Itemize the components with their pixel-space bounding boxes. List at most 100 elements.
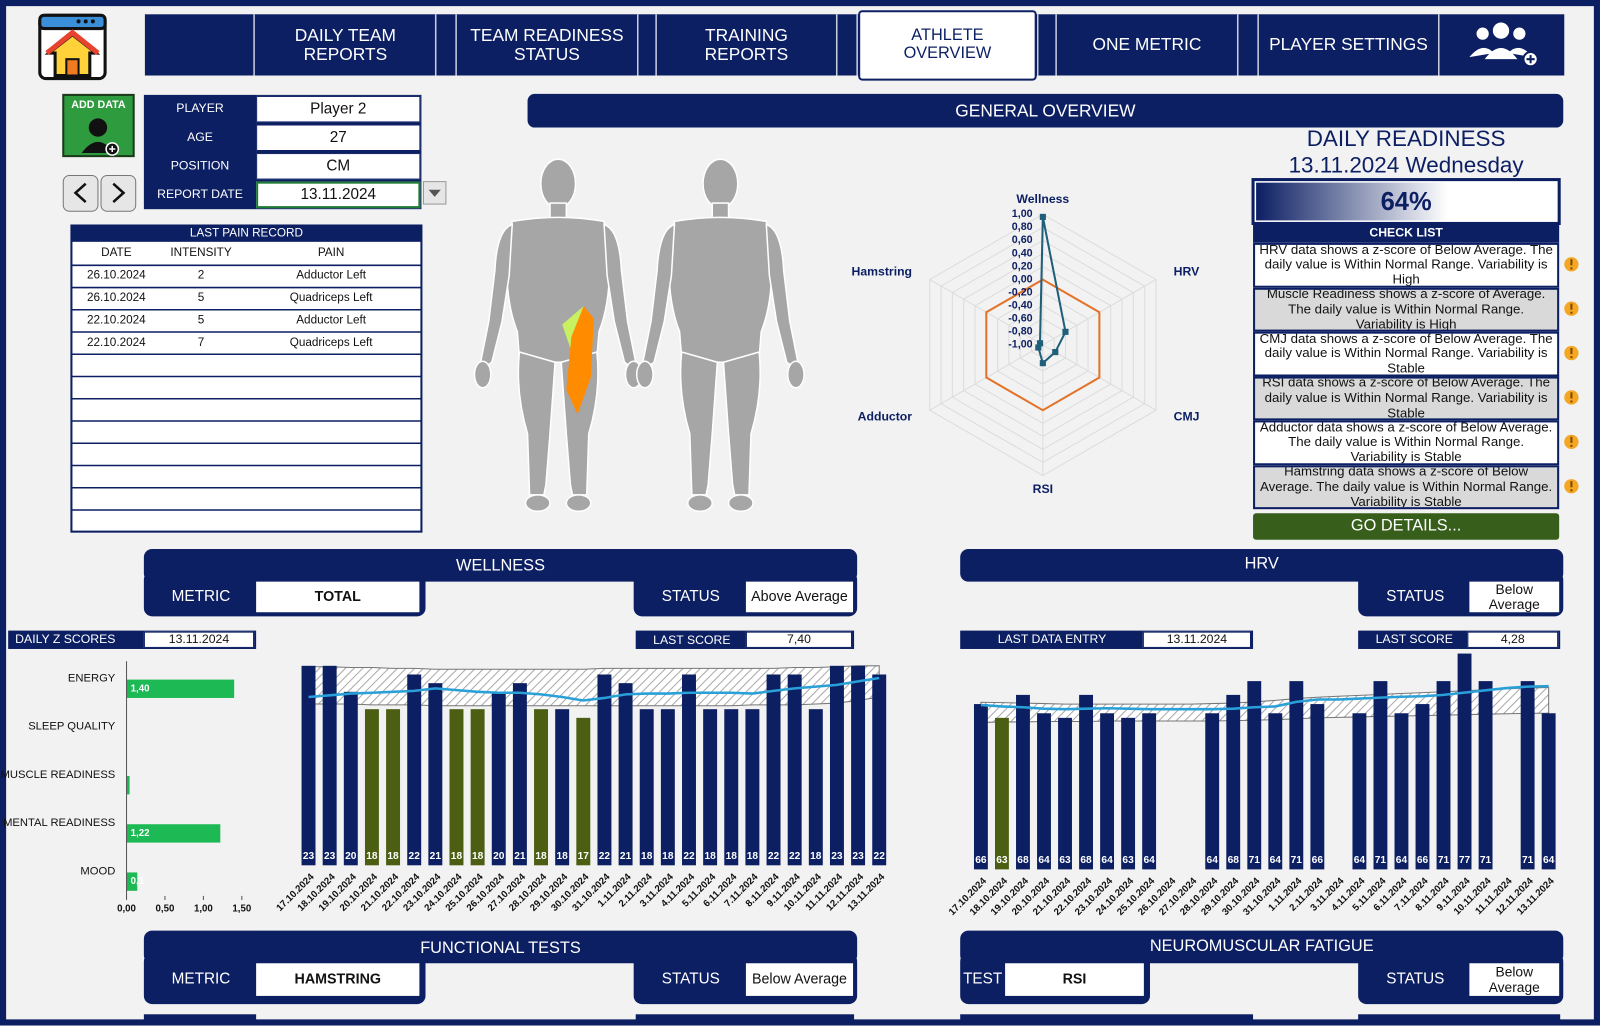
player-field-value[interactable]: 13.11.2024 [256,181,421,209]
value-label: 64 [1270,855,1282,866]
status-value: Above Average [745,581,854,613]
nav-item[interactable]: TEAM READINESS STATUS [470,25,624,65]
section-title: NEUROMUSCULAR FATIGUE [1149,937,1374,956]
checklist-item: HRV data shows a z-score of Below Averag… [1253,242,1560,288]
bar [660,709,675,866]
pain-cell: Quadriceps Left [289,336,373,349]
nav-item[interactable]: ATHLETE OVERVIEW [903,26,992,63]
warning-dot [1570,356,1573,359]
radar-point [1062,328,1069,335]
next-button[interactable] [100,174,137,212]
bar [470,709,485,866]
bar [682,674,696,866]
overview-header [527,93,1564,128]
pain-column-header: PAIN [317,247,345,260]
nav-item[interactable]: ONE METRIC [1092,35,1202,55]
value-label: 23 [324,851,336,862]
bar [973,704,988,870]
team-icon[interactable] [1469,22,1539,68]
bar [126,824,221,843]
pain-cell: 2 [197,269,205,283]
status-label: STATUS [661,969,720,988]
value-label: 18 [704,851,716,862]
value-label: 23 [852,851,864,862]
bar [301,665,316,866]
bar [386,709,401,866]
value-label: 22 [683,851,695,862]
value-label: 1,22 [131,828,150,839]
value-label: 18 [451,851,463,862]
warning-dot [1570,311,1573,314]
radar-axis-label: Hamstring [852,265,913,279]
bar [1541,713,1556,870]
z-scores-date: 13.11.2024 [143,631,255,648]
z-scores-label: DAILY Z SCORES [15,631,116,647]
last-score-label: LAST SCORE [1375,631,1453,647]
bar [872,674,887,866]
value-label: 18 [387,851,399,862]
player-field-label: REPORT DATE [157,187,243,202]
nav-item[interactable]: TRAINING REPORTS [704,25,789,65]
details-button[interactable]: GO DETAILS... [1350,517,1462,535]
nav-item[interactable]: PLAYER SETTINGS [1269,35,1428,55]
warning-mark [1570,392,1573,399]
r-tick-label: -0,60 [1008,313,1032,325]
radar-point [1052,349,1059,356]
value-label: 64 [1143,855,1155,866]
reference-line [985,278,1101,412]
value-label: 63 [1122,855,1134,866]
r-tick-label: 0,00 [1012,273,1033,285]
radar-point [1036,340,1044,347]
x-tick-label: 1,50 [232,904,251,915]
status-label: STATUS [661,587,720,605]
bar [851,665,866,866]
pain-cell: Quadriceps Left [289,292,373,305]
bar [449,709,464,866]
value-label: 64 [1543,855,1555,866]
bar [995,717,1009,870]
checklist-title: CHECK LIST [1369,225,1443,241]
value-label: 23 [831,851,843,862]
warning-mark [1570,347,1573,355]
value-label: 18 [810,851,822,862]
pain-cell: 5 [197,292,205,305]
bar [1226,694,1241,870]
date-dropdown[interactable] [422,181,447,205]
value-label: 23 [303,851,315,862]
value-label: 71 [1480,855,1492,866]
details-button-bg[interactable] [1253,513,1560,540]
add-data-label[interactable]: ADD DATA [71,99,126,112]
r-tick-label: -1,00 [1008,339,1032,351]
nav-item[interactable]: DAILY TEAM REPORTS [294,25,397,65]
pain-table [70,224,423,533]
player-field-value: 27 [256,124,421,152]
status-value: Below Average [1469,963,1560,996]
r-tick-label: 1,00 [1012,208,1033,220]
value-label: 0,1 [131,876,145,887]
checklist-item: CMJ data shows a z-score of Below Averag… [1253,331,1560,377]
radar-axis-label: CMJ [1174,410,1200,424]
y-tick-label: MENTAL READINESS [3,817,115,829]
bar [491,691,506,866]
value-label: 71 [1522,855,1534,866]
value-label: 66 [1417,855,1429,866]
r-tick-label: 0,60 [1012,234,1033,246]
value-label: 22 [599,851,611,862]
value-label: 20 [493,851,505,862]
radar-axis-label: Adductor [858,410,913,424]
x-tick-label: 0,50 [156,904,175,915]
bar [512,683,527,866]
home-icon[interactable] [38,13,107,81]
bar [1415,704,1430,870]
prev-button[interactable] [62,174,99,212]
bar [126,776,130,795]
add-data-button[interactable] [62,93,135,158]
test-value: RSI [1005,963,1144,996]
radar-point [1039,360,1046,367]
value-label: 18 [472,851,484,862]
bar [1058,717,1072,870]
y-tick-label: MOOD [80,865,115,877]
value-label: 18 [556,851,568,862]
